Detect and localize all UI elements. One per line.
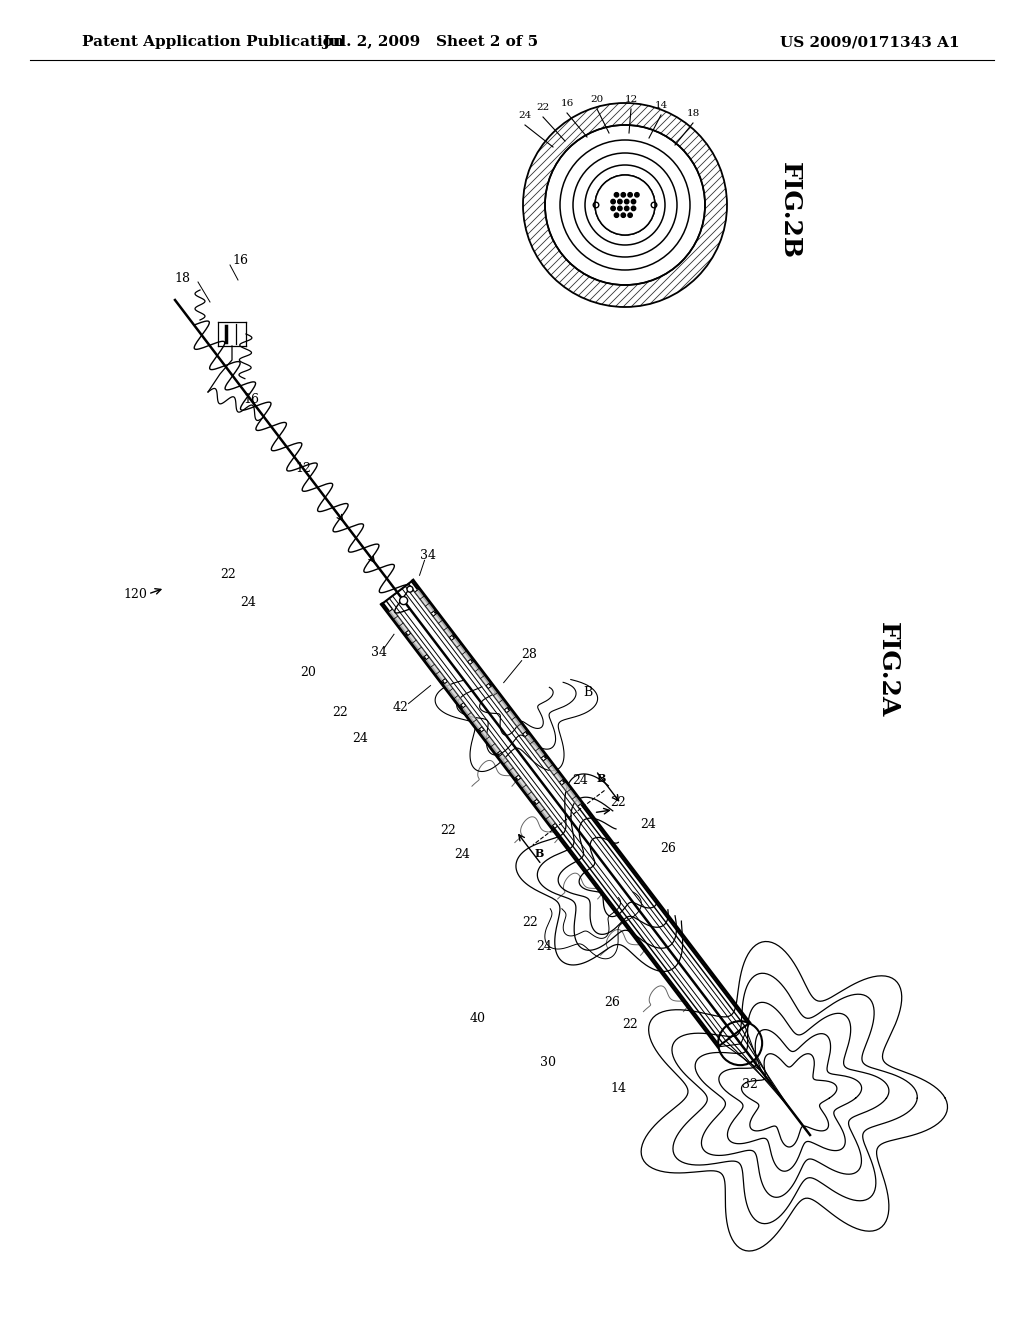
Polygon shape [388,609,409,634]
Polygon shape [442,681,464,706]
Text: B: B [584,685,593,698]
Text: 14: 14 [654,102,668,110]
Text: 20: 20 [300,665,316,678]
Polygon shape [507,709,527,734]
Circle shape [617,206,623,211]
Text: 40: 40 [470,1011,486,1024]
Text: 22: 22 [332,705,348,718]
Text: 24: 24 [572,774,588,787]
Circle shape [399,597,408,605]
Text: 14: 14 [610,1081,626,1094]
Text: 22: 22 [610,796,626,808]
Text: 24: 24 [454,847,470,861]
Circle shape [628,193,632,197]
Circle shape [614,193,618,197]
Text: 26: 26 [604,995,620,1008]
Circle shape [625,206,629,211]
Circle shape [617,199,623,203]
Text: 16: 16 [244,393,260,407]
Circle shape [407,586,413,593]
Text: 24: 24 [536,940,552,953]
Text: 30: 30 [540,1056,556,1068]
Polygon shape [433,612,454,638]
Polygon shape [535,803,555,826]
Text: B: B [597,774,606,784]
Circle shape [614,213,618,218]
Text: 12: 12 [296,462,311,475]
Circle shape [625,199,629,203]
Circle shape [632,199,636,203]
Text: 34: 34 [420,549,435,562]
Polygon shape [516,777,537,803]
Text: 24: 24 [518,111,531,120]
Circle shape [632,206,636,211]
Polygon shape [479,730,501,755]
Text: 24: 24 [352,731,368,744]
Text: 34: 34 [371,645,387,659]
Polygon shape [461,706,482,730]
Text: 24: 24 [240,595,256,609]
Polygon shape [470,661,490,685]
Polygon shape [498,754,519,779]
Polygon shape [407,634,427,659]
Text: 20: 20 [591,95,603,104]
Text: 22: 22 [623,1019,638,1031]
Text: Jul. 2, 2009   Sheet 2 of 5: Jul. 2, 2009 Sheet 2 of 5 [322,36,538,49]
Circle shape [595,176,655,235]
Text: 12: 12 [625,95,638,104]
Circle shape [628,213,632,218]
Text: B: B [535,847,544,859]
Text: 18: 18 [686,110,699,117]
Text: FIG.2A: FIG.2A [876,622,900,718]
Circle shape [611,206,615,211]
Text: 32: 32 [742,1078,758,1092]
Text: US 2009/0171343 A1: US 2009/0171343 A1 [780,36,959,49]
Text: 18: 18 [174,272,190,285]
Text: 22: 22 [522,916,538,928]
Polygon shape [525,733,546,758]
Polygon shape [415,589,435,614]
Polygon shape [452,636,472,661]
Text: 28: 28 [521,648,537,661]
Text: 120: 120 [123,589,146,602]
Circle shape [622,213,626,218]
Text: 22: 22 [440,824,456,837]
Text: 16: 16 [232,253,248,267]
Polygon shape [543,758,564,783]
Text: Patent Application Publication: Patent Application Publication [82,36,344,49]
Text: 22: 22 [220,569,236,582]
Text: 24: 24 [640,818,656,832]
Circle shape [635,193,639,197]
Polygon shape [561,781,583,807]
Polygon shape [424,657,445,682]
Text: 16: 16 [560,99,573,108]
Text: FIG.2B: FIG.2B [778,161,802,259]
Circle shape [622,193,626,197]
Text: 22: 22 [537,103,550,112]
Text: 26: 26 [660,842,676,854]
Circle shape [611,199,615,203]
Polygon shape [488,685,509,710]
Text: 42: 42 [392,701,409,714]
